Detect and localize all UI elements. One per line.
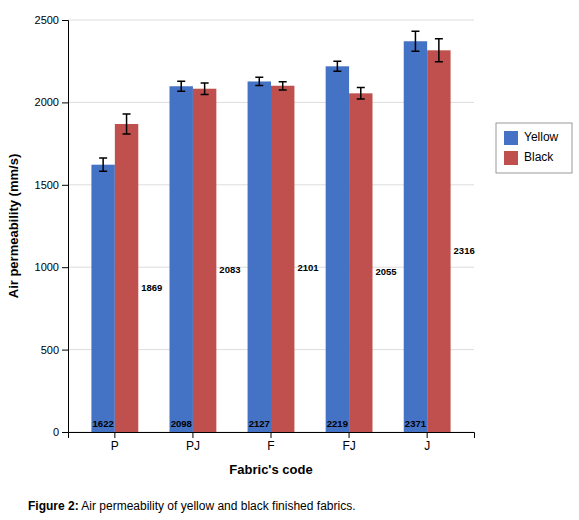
data-label: 2316 [454,245,475,256]
y-tick: 2500 [35,14,68,26]
legend-entry: Yellow [504,130,559,145]
error-bars [99,31,419,171]
x-tick-mark [427,432,428,438]
y-tick-mark [62,185,68,186]
error-bar [177,81,185,91]
y-tick-label: 500 [41,344,59,356]
bar [248,81,271,432]
data-label: 2101 [297,262,319,273]
bar [115,124,138,432]
marks [91,31,450,432]
y-axis: 0 500 1000 1500 2000 2500 [35,14,69,438]
error-bar [435,39,443,62]
legend: Yellow Black [496,123,572,173]
y-tick-label: 1000 [35,261,59,273]
bar [170,86,193,432]
bar [404,41,427,432]
data-label: 2055 [376,266,398,277]
x-tick-label: PJ [186,439,200,453]
x-tick: FJ [342,432,355,453]
plot: P PJ F FJ J 0 500 1000 1500 2000 2500 1622 2098 2127 2… [35,14,475,453]
legend-frame [496,123,572,173]
y-tick-mark [62,350,68,351]
error-bar [333,61,341,71]
y-tick: 1500 [35,179,68,191]
bar [91,165,114,432]
x-tick: F [267,432,274,453]
x-tick-mark [192,432,193,438]
legend-entry: Black [504,150,554,165]
x-axis: P PJ F FJ J [69,432,475,453]
x-tick-label: FJ [342,439,355,453]
bar [427,50,450,432]
x-tick-mark [114,432,115,438]
x-axis-line [69,433,475,439]
data-label: 2371 [405,418,427,429]
y-tick-label: 2000 [35,96,59,108]
bar [349,93,372,432]
bar [326,66,349,432]
legend-swatch [504,151,518,165]
y-tick-mark [62,267,68,268]
data-label: 2083 [219,264,240,275]
y-tick-label: 2500 [35,14,59,26]
data-label: 2127 [249,418,270,429]
data-label: 1622 [93,418,114,429]
legend-label: Black [524,150,554,164]
bar [193,89,216,432]
legend-label: Yellow [524,130,559,144]
y-tick-mark [62,432,68,433]
x-tick: P [111,432,119,453]
x-tick: PJ [186,432,200,453]
bar [271,86,294,432]
caption-part: Air permeability of yellow and black fin… [79,499,356,513]
x-tick-mark [349,432,350,438]
y-axis-line [62,21,69,433]
caption-part: Figure 2: [28,499,79,513]
y-axis-title: Air permeability (mm/s) [6,154,21,299]
error-bar [279,82,287,90]
error-bar [201,83,209,95]
y-tick-mark [62,102,68,103]
x-axis-title: Fabric's code [229,462,312,477]
y-tick: 2000 [35,96,68,108]
chart: P PJ F FJ J 0 500 1000 1500 2000 2500 1622 2098 2127 2… [0,0,579,520]
error-bar [357,88,365,100]
data-label: 2219 [327,418,348,429]
error-bar [411,31,419,51]
x-tick-mark [271,432,272,438]
error-bars [123,39,443,134]
error-bar [123,114,131,134]
series [115,50,451,432]
error-bar [255,77,263,85]
caption: Figure 2: Air permeability of yellow and… [28,499,355,513]
data-label: 2098 [171,418,192,429]
y-tick: 0 [53,426,68,438]
legend-swatch [504,131,518,145]
grid [68,20,474,432]
y-tick-label: 0 [53,426,59,438]
x-tick: J [424,432,430,453]
error-bar [99,158,107,171]
x-tick-label: F [267,439,274,453]
y-tick-label: 1500 [35,179,59,191]
series [91,41,427,432]
data-labels: 1622 2098 2127 2219 2371 1869 2083 2101 2055 2316 [93,245,475,429]
x-tick-label: P [111,439,119,453]
grid-line [68,20,474,21]
data-label: 1869 [141,282,162,293]
y-tick: 1000 [35,261,68,273]
x-tick-label: J [424,439,430,453]
y-tick: 500 [41,344,68,356]
y-tick-mark [62,20,68,21]
